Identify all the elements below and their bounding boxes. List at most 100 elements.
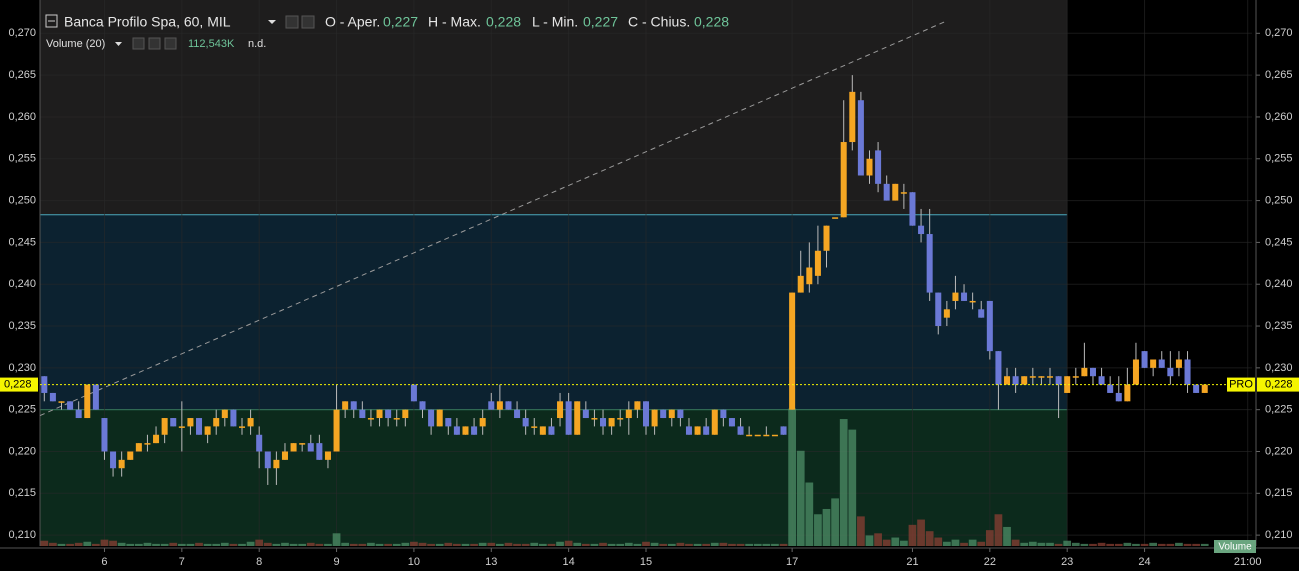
volume-bar <box>616 543 625 546</box>
volume-bar <box>1140 543 1149 546</box>
high-value: 0,228 <box>486 14 521 30</box>
volume-bar <box>1054 543 1063 546</box>
volume-bar <box>1175 542 1183 546</box>
x-tick-label: 8 <box>256 556 262 568</box>
candle-body <box>488 401 495 410</box>
volume-bar <box>882 539 891 546</box>
volume-bar <box>848 429 857 546</box>
close-value: 0,228 <box>694 14 729 30</box>
volume-bar <box>195 542 203 546</box>
candle-body <box>1124 384 1131 402</box>
volume-bar <box>1166 543 1175 546</box>
settings-icon[interactable] <box>148 37 161 50</box>
volume-bar <box>925 531 934 546</box>
candle-body <box>1184 359 1191 385</box>
eye-icon[interactable] <box>132 37 145 50</box>
candle-body <box>127 451 134 460</box>
candle-body <box>892 183 899 201</box>
volume-bar <box>1063 540 1072 546</box>
x-tick-label: 14 <box>563 556 575 568</box>
candle-body <box>324 451 331 460</box>
volume-bar <box>865 535 874 546</box>
candle-body <box>1004 376 1011 385</box>
volume-bar <box>504 542 513 546</box>
volume-bar <box>521 543 530 546</box>
candle-body <box>1081 367 1088 377</box>
volume-bar <box>624 542 633 546</box>
volume-bar <box>461 543 470 546</box>
volume-bar <box>736 543 745 546</box>
volume-bar <box>745 543 754 546</box>
candle-body <box>711 409 718 435</box>
candle-body <box>582 409 589 419</box>
volume-bar <box>418 542 427 546</box>
candle-body <box>273 459 280 469</box>
volume-bar <box>633 543 642 546</box>
y-tick-label: 0,265 <box>8 69 36 81</box>
candle-body <box>539 426 546 435</box>
remove-icon[interactable] <box>164 37 177 50</box>
eye-icon[interactable] <box>285 15 299 29</box>
candle-body <box>213 418 220 427</box>
volume-bar <box>229 543 238 546</box>
volume-bar <box>349 543 358 546</box>
candle-body <box>1064 376 1071 393</box>
chart-title[interactable]: Banca Profilo Spa, 60, MIL <box>64 14 231 30</box>
candle-body <box>668 409 675 419</box>
open-label: O - Aper. <box>325 14 380 30</box>
volume-bar <box>547 543 556 546</box>
volume-bar <box>392 543 401 546</box>
volume-bar <box>1132 543 1140 546</box>
candle-body <box>531 426 538 428</box>
volume-bar <box>1028 541 1037 546</box>
price-zone <box>40 214 1068 410</box>
last-price-label: 0,228 <box>1265 378 1293 390</box>
volume-bar <box>822 508 831 546</box>
dropdown-arrow[interactable] <box>268 20 276 24</box>
candle-body <box>1193 384 1200 393</box>
candle-body <box>281 451 288 460</box>
volume-bar <box>581 543 590 546</box>
candle-body <box>1167 367 1174 377</box>
candle-body <box>402 409 409 419</box>
volume-bar <box>427 543 435 546</box>
candle-body <box>728 418 735 427</box>
volume-legend-value: 112,543K <box>188 38 235 50</box>
candle-body <box>763 434 770 437</box>
y-tick-label: 0,240 <box>1265 278 1293 290</box>
candle-body <box>1046 376 1054 378</box>
volume-bar <box>538 543 547 546</box>
volume-bar <box>126 543 135 546</box>
volume-bar <box>212 543 221 546</box>
volume-bar <box>814 514 822 546</box>
candle-body <box>333 409 340 452</box>
last-price-label: 0,228 <box>4 378 32 390</box>
volume-bar <box>831 498 839 546</box>
low-value: 0,227 <box>583 14 618 30</box>
volume-bar <box>220 542 229 546</box>
candle-body <box>814 250 821 276</box>
candle-body <box>909 192 916 226</box>
volume-bar <box>263 542 272 546</box>
collapse-icon[interactable] <box>45 14 58 28</box>
settings-icon[interactable] <box>301 15 315 29</box>
volume-legend-label[interactable]: Volume (20) <box>46 38 105 50</box>
y-tick-label: 0,220 <box>8 445 36 457</box>
candle-body <box>307 443 314 452</box>
candle-body <box>187 418 194 427</box>
candle-body <box>703 426 710 435</box>
candle-body <box>746 434 753 437</box>
dropdown-arrow[interactable] <box>115 42 122 46</box>
volume-bar <box>513 543 521 546</box>
candle-body <box>84 384 91 419</box>
volume-bar <box>401 542 410 546</box>
candle-body <box>350 401 357 410</box>
candle-body <box>471 426 478 435</box>
volume-bar <box>891 537 900 546</box>
candle-body <box>367 418 374 420</box>
candle-body <box>849 91 856 143</box>
candle-body <box>1141 351 1148 368</box>
candle-body <box>694 426 701 435</box>
candle-body <box>49 392 56 402</box>
